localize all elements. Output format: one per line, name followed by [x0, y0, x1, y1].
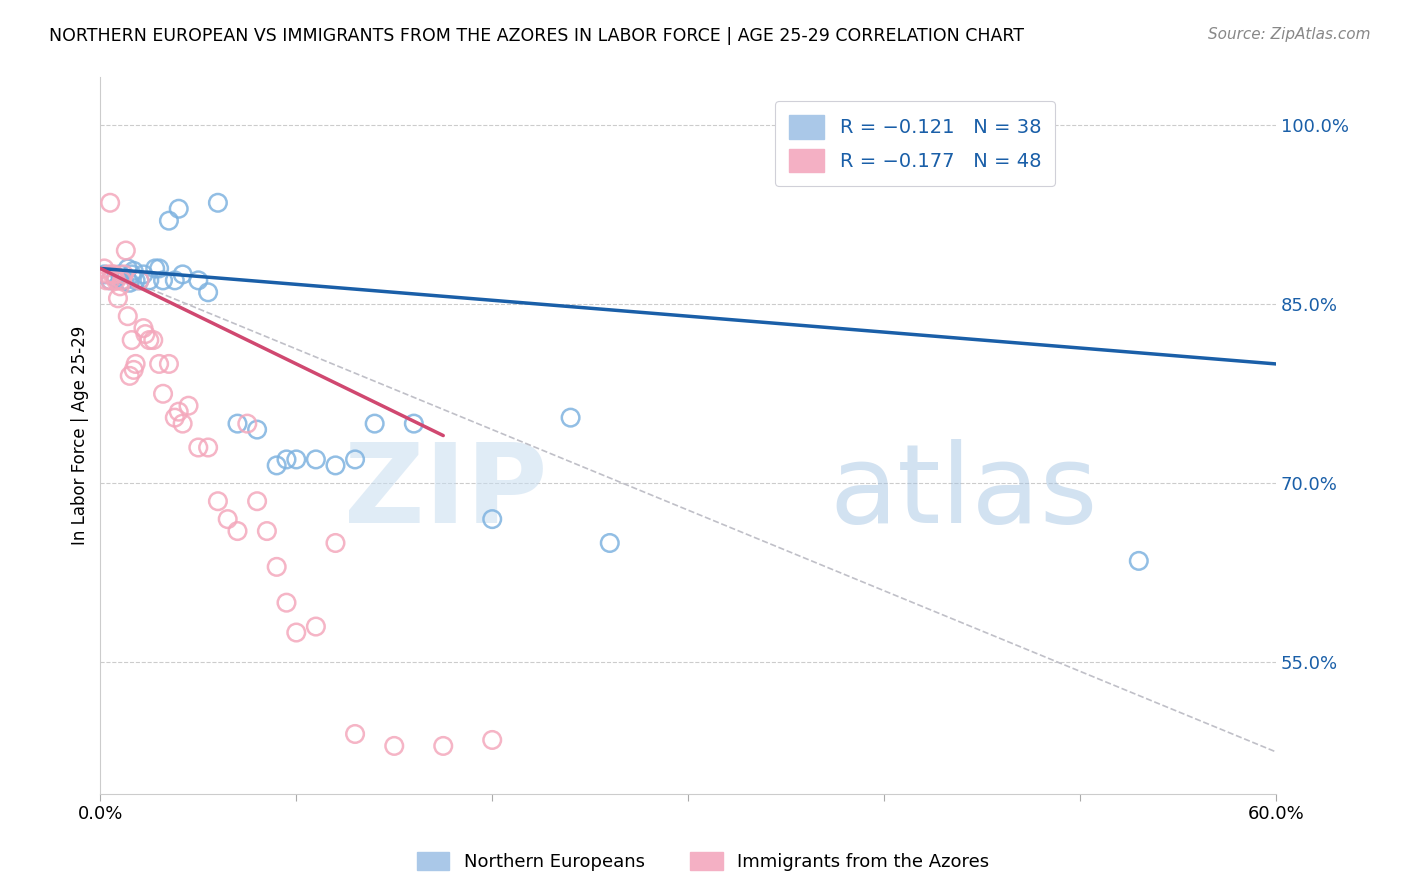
Point	[107, 291, 129, 305]
Point	[276, 452, 298, 467]
Point	[112, 273, 135, 287]
Point	[143, 261, 166, 276]
Point	[117, 309, 139, 323]
Point	[167, 202, 190, 216]
Point	[344, 452, 367, 467]
Point	[111, 273, 134, 287]
Point	[402, 798, 425, 813]
Point	[98, 273, 121, 287]
Point	[148, 357, 170, 371]
Point	[122, 363, 145, 377]
Point	[305, 452, 328, 467]
Point	[266, 458, 288, 473]
Legend: R = −0.121   N = 38, R = −0.177   N = 48: R = −0.121 N = 38, R = −0.177 N = 48	[775, 102, 1054, 186]
Point	[402, 417, 425, 431]
Point	[142, 333, 165, 347]
Point	[112, 268, 135, 282]
Point	[101, 268, 124, 282]
Point	[217, 512, 239, 526]
Point	[105, 271, 128, 285]
Point	[148, 261, 170, 276]
Point	[152, 273, 174, 287]
Point	[134, 327, 156, 342]
Point	[121, 268, 143, 282]
Point	[124, 273, 146, 287]
Point	[132, 321, 155, 335]
Point	[132, 268, 155, 282]
Point	[128, 273, 150, 287]
Point	[138, 333, 160, 347]
Point	[117, 261, 139, 276]
Point	[481, 512, 503, 526]
Point	[481, 733, 503, 747]
Point	[108, 279, 131, 293]
Point	[599, 536, 621, 550]
Point	[96, 273, 118, 287]
Point	[163, 410, 186, 425]
Point	[118, 276, 141, 290]
Point	[560, 410, 582, 425]
Point	[105, 273, 128, 287]
Point	[177, 399, 200, 413]
Point	[114, 244, 136, 258]
Point	[97, 268, 120, 282]
Point	[246, 494, 269, 508]
Point	[157, 213, 180, 227]
Point	[121, 333, 143, 347]
Point	[108, 268, 131, 282]
Point	[122, 264, 145, 278]
Point	[363, 417, 385, 431]
Point	[197, 441, 219, 455]
Point	[118, 368, 141, 383]
Point	[276, 596, 298, 610]
Text: NORTHERN EUROPEAN VS IMMIGRANTS FROM THE AZORES IN LABOR FORCE | AGE 25-29 CORRE: NORTHERN EUROPEAN VS IMMIGRANTS FROM THE…	[49, 27, 1024, 45]
Point	[157, 357, 180, 371]
Point	[93, 261, 115, 276]
Point	[226, 524, 249, 538]
Text: Source: ZipAtlas.com: Source: ZipAtlas.com	[1208, 27, 1371, 42]
Point	[163, 273, 186, 287]
Legend: Northern Europeans, Immigrants from the Azores: Northern Europeans, Immigrants from the …	[409, 845, 997, 879]
Point	[197, 285, 219, 300]
Point	[305, 619, 328, 633]
Point	[187, 273, 209, 287]
Point	[207, 195, 229, 210]
Point	[236, 417, 259, 431]
Point	[325, 458, 347, 473]
Point	[98, 195, 121, 210]
Point	[128, 273, 150, 287]
Point	[1128, 554, 1150, 568]
Point	[285, 452, 308, 467]
Point	[167, 405, 190, 419]
Point	[124, 357, 146, 371]
Point	[246, 423, 269, 437]
Point	[172, 417, 194, 431]
Point	[256, 524, 278, 538]
Point	[285, 625, 308, 640]
Point	[103, 268, 125, 282]
Point	[382, 739, 405, 753]
Point	[432, 739, 454, 753]
Text: ZIP: ZIP	[343, 440, 547, 547]
Point	[138, 273, 160, 287]
Point	[187, 441, 209, 455]
Point	[344, 727, 367, 741]
Point	[172, 268, 194, 282]
Point	[266, 560, 288, 574]
Point	[98, 273, 121, 287]
Point	[152, 386, 174, 401]
Point	[207, 494, 229, 508]
Point	[226, 417, 249, 431]
Y-axis label: In Labor Force | Age 25-29: In Labor Force | Age 25-29	[72, 326, 89, 545]
Point	[93, 268, 115, 282]
Point	[325, 536, 347, 550]
Text: atlas: atlas	[830, 440, 1098, 547]
